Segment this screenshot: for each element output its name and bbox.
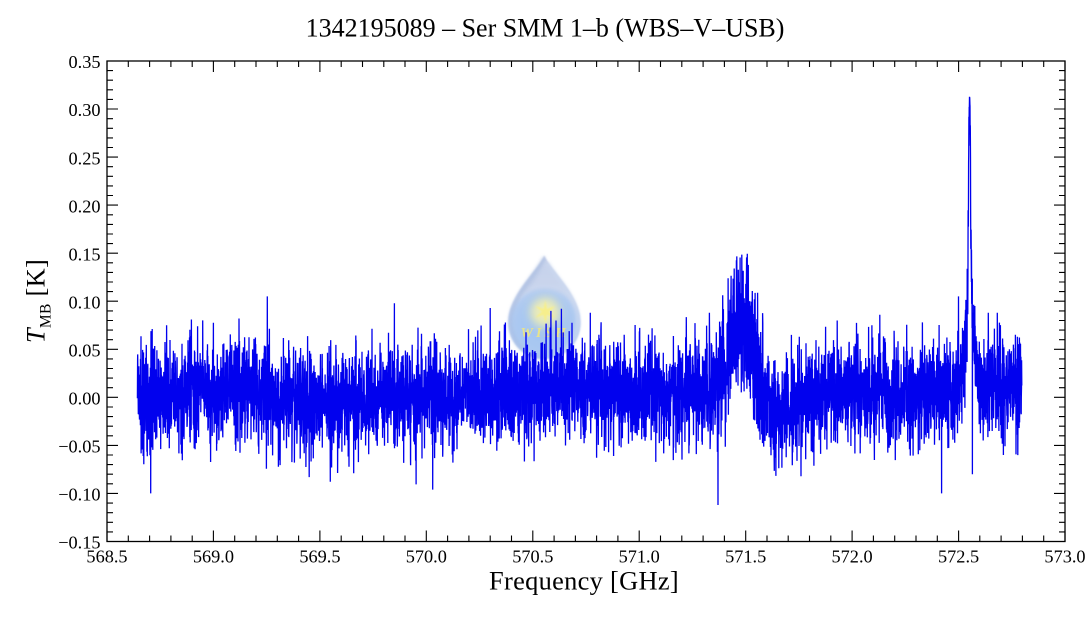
- svg-text:−0.05: −0.05: [58, 437, 100, 457]
- svg-text:572.5: 572.5: [938, 547, 979, 567]
- svg-text:−0.10: −0.10: [58, 485, 100, 505]
- svg-text:WISH: WISH: [521, 326, 570, 341]
- svg-text:568.5: 568.5: [86, 547, 127, 567]
- svg-text:572.0: 572.0: [832, 547, 873, 567]
- svg-text:0.10: 0.10: [69, 292, 101, 312]
- svg-text:0.25: 0.25: [69, 148, 101, 168]
- svg-text:0.35: 0.35: [69, 52, 101, 72]
- svg-text:0.20: 0.20: [69, 196, 101, 216]
- svg-text:1342195089 – Ser SMM 1–b (WBS–: 1342195089 – Ser SMM 1–b (WBS–V–USB): [306, 14, 785, 43]
- svg-text:571.5: 571.5: [725, 547, 766, 567]
- svg-text:Frequency [GHz]: Frequency [GHz]: [489, 566, 679, 596]
- svg-text:0.30: 0.30: [69, 100, 101, 120]
- svg-text:569.5: 569.5: [299, 547, 340, 567]
- svg-text:0.15: 0.15: [69, 244, 101, 264]
- svg-text:573.0: 573.0: [1044, 547, 1085, 567]
- svg-text:571.0: 571.0: [619, 547, 660, 567]
- svg-text:0.05: 0.05: [69, 341, 101, 361]
- svg-text:0.00: 0.00: [69, 389, 101, 409]
- svg-text:569.0: 569.0: [193, 547, 234, 567]
- svg-text:TMB [K]: TMB [K]: [21, 259, 55, 343]
- svg-text:−0.15: −0.15: [58, 533, 100, 553]
- svg-text:570.5: 570.5: [512, 547, 553, 567]
- svg-text:570.0: 570.0: [406, 547, 447, 567]
